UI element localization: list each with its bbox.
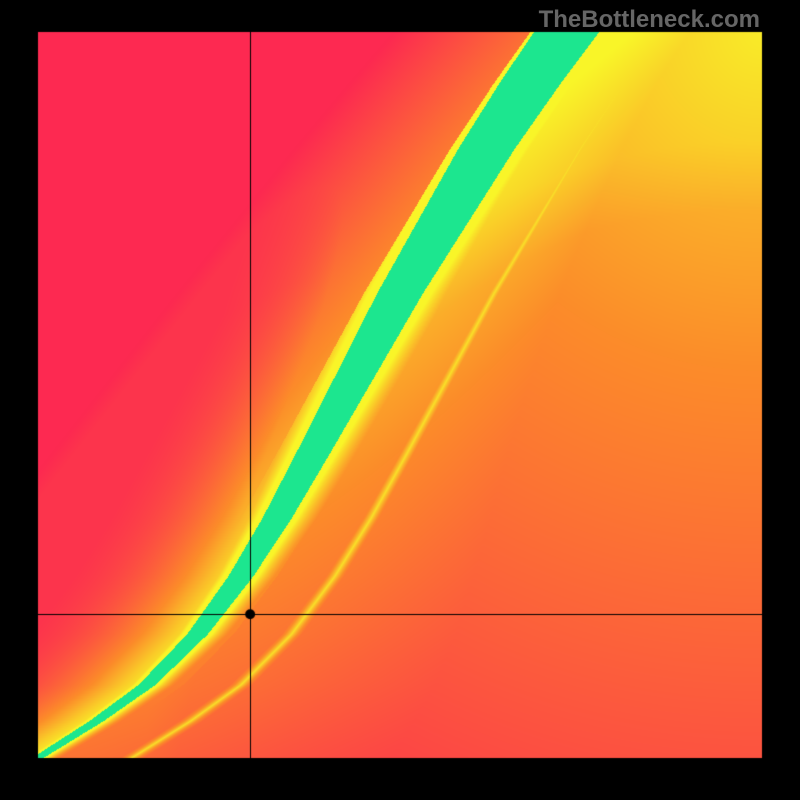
heatmap-canvas (0, 0, 800, 800)
watermark-text: TheBottleneck.com (539, 6, 760, 34)
chart-container: { "watermark": { "text": "TheBottleneck.… (0, 0, 800, 800)
